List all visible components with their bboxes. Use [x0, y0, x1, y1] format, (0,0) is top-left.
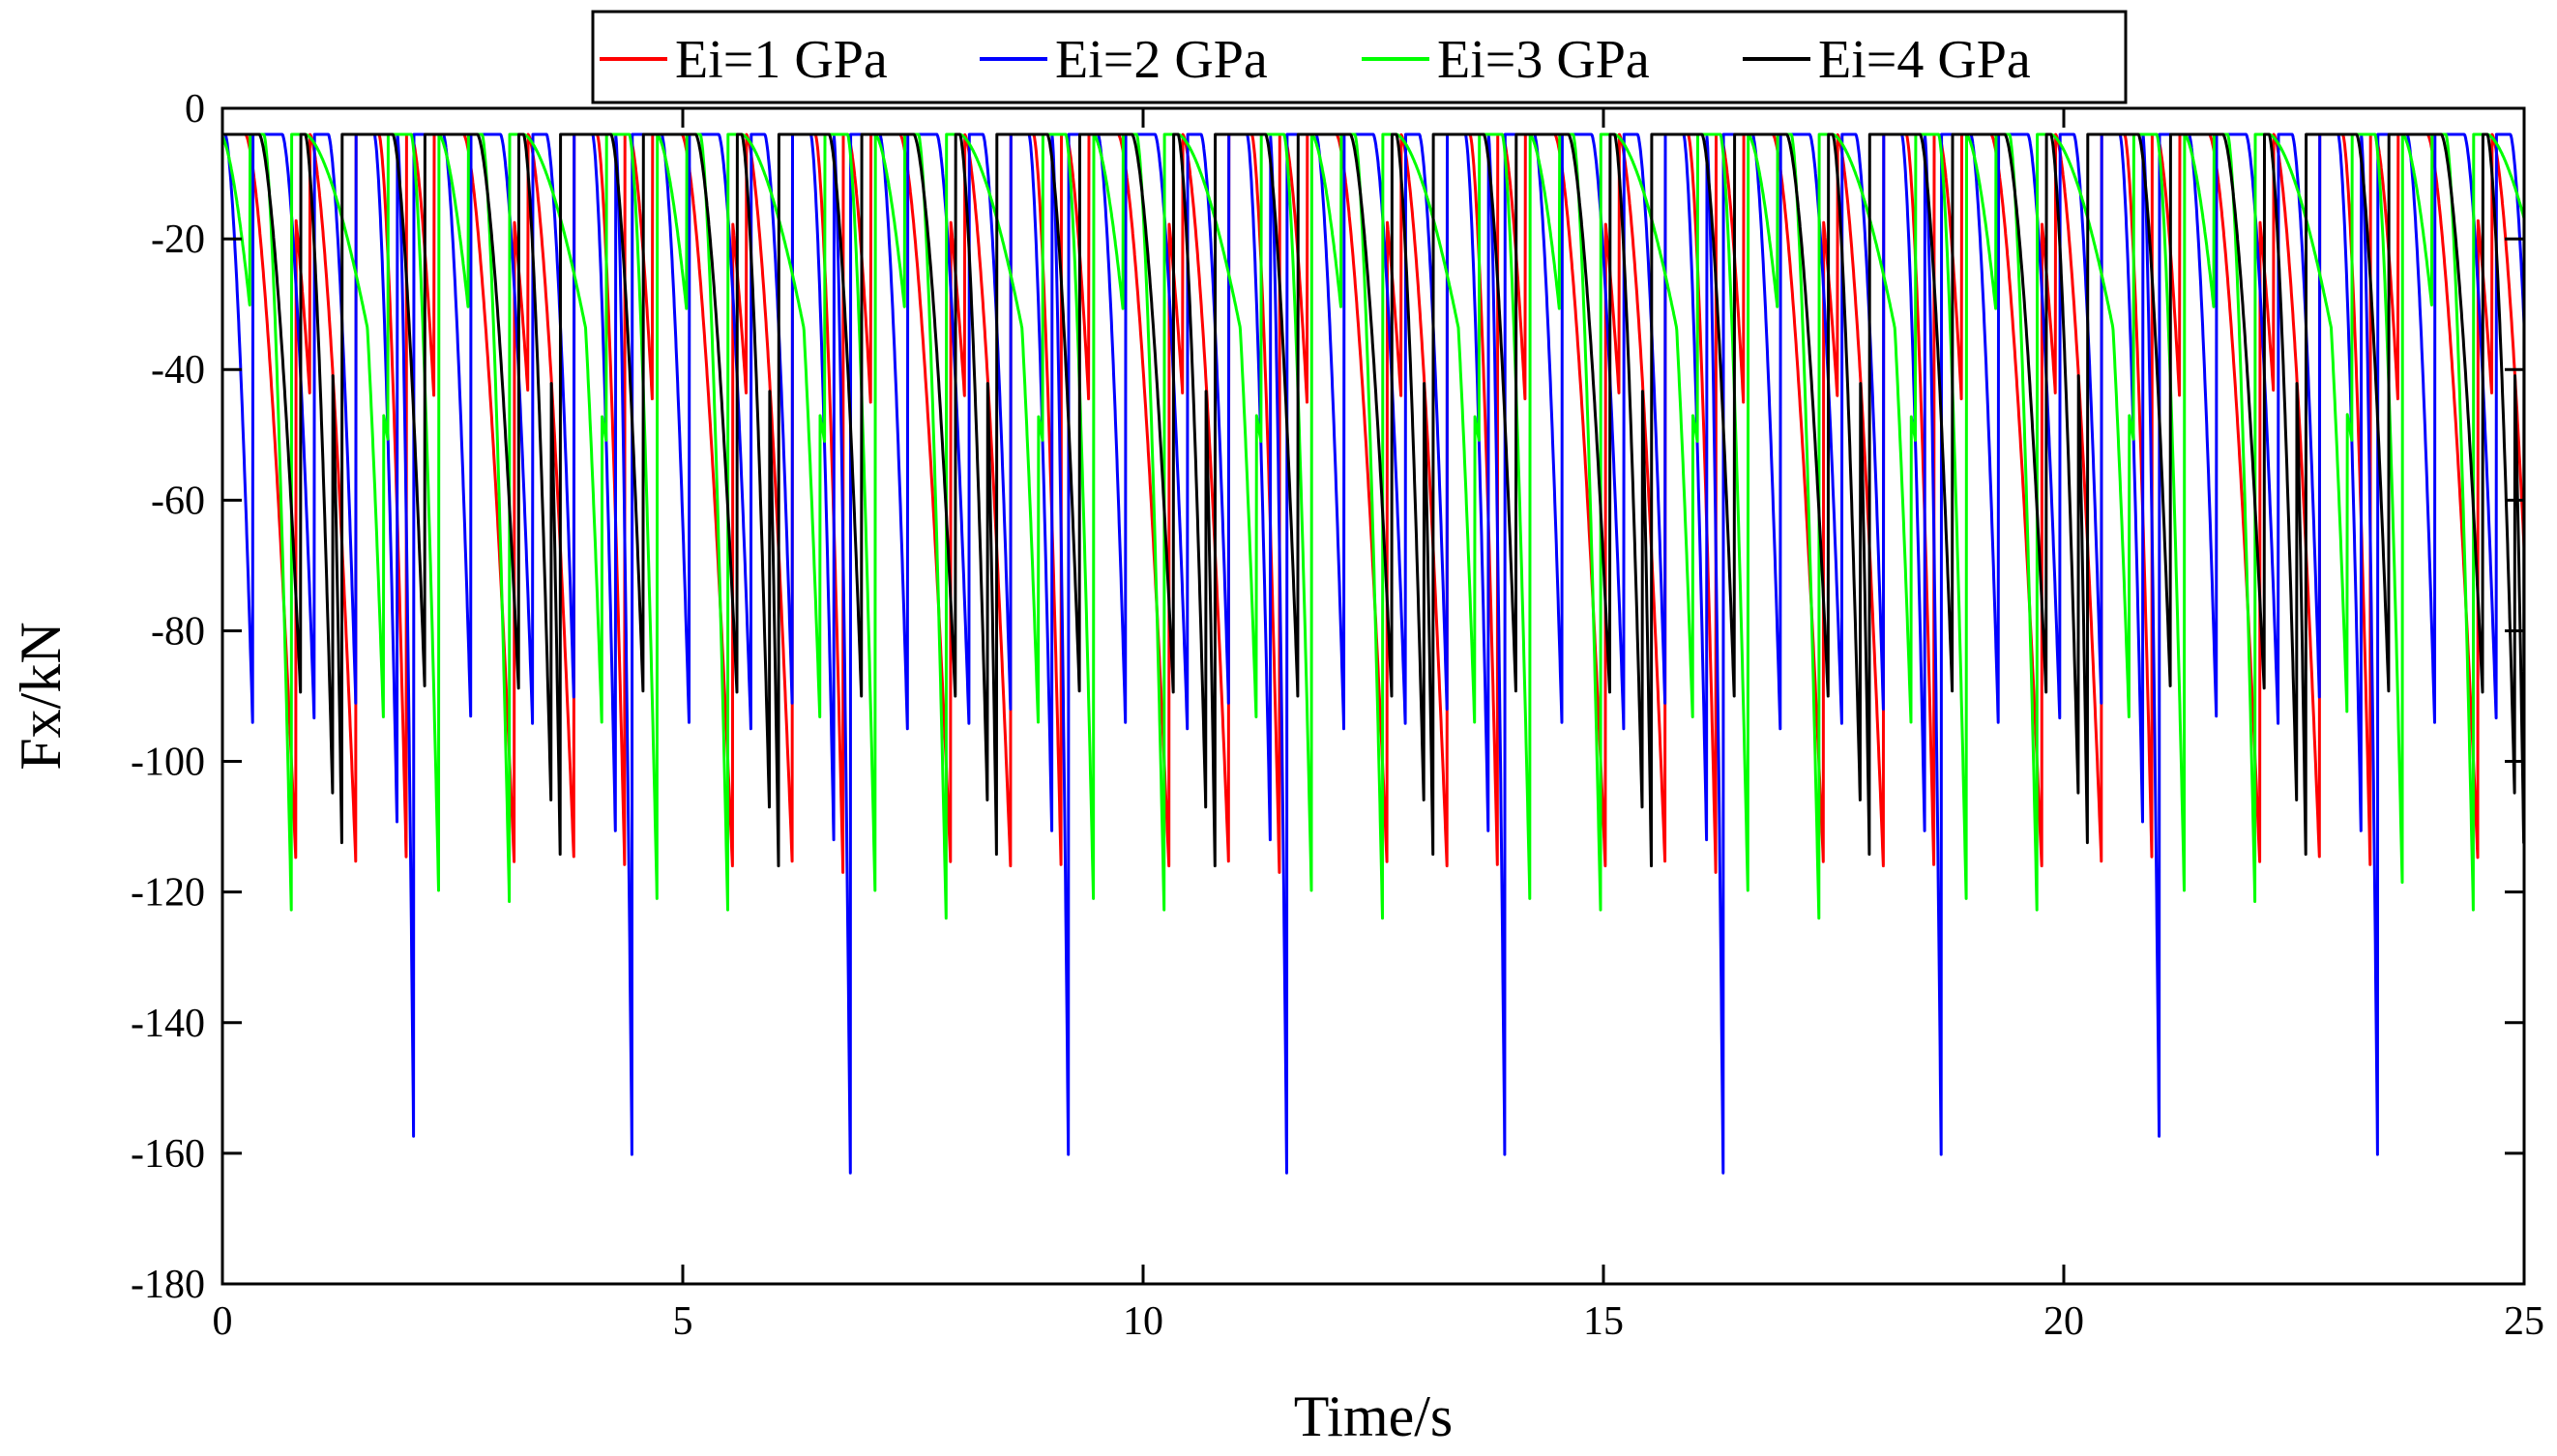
y-tick-label: 0 — [185, 87, 205, 131]
x-tick-label: 5 — [673, 1299, 693, 1344]
x-tick-label: 20 — [2043, 1299, 2084, 1344]
legend-label-1: Ei=1 GPa — [675, 30, 888, 90]
series-group — [222, 132, 2524, 1175]
legend-label-3: Ei=3 GPa — [1437, 30, 1650, 90]
x-tick-label: 0 — [213, 1299, 233, 1344]
y-tick-label: -140 — [131, 1002, 205, 1046]
y-tick-label: -180 — [131, 1263, 205, 1307]
series-line-4 — [222, 132, 2524, 868]
y-tick-label: -20 — [151, 218, 205, 262]
legend-label-2: Ei=2 GPa — [1055, 30, 1268, 90]
x-tick-label: 10 — [1123, 1299, 1163, 1344]
axes-frame — [220, 106, 2526, 1286]
x-axis-label: Time/s — [1294, 1384, 1454, 1448]
series-line-3 — [222, 132, 2524, 920]
y-tick-label: -60 — [151, 479, 205, 523]
x-tick-label: 15 — [1583, 1299, 1624, 1344]
axes-group: 0 5 10 15 20 25 0 -20 -40 -60 -80 -100 -120 -140 -160 -… — [131, 87, 2544, 1344]
x-tick-label: 25 — [2504, 1299, 2544, 1344]
y-tick-label: -80 — [151, 609, 205, 654]
y-tick-label: -160 — [131, 1132, 205, 1177]
y-tick-label: -120 — [131, 871, 205, 916]
y-axis-label: Fx/kN — [9, 622, 73, 770]
legend-label-4: Ei=4 GPa — [1818, 30, 2031, 90]
legend-box — [591, 10, 2128, 104]
legend: Ei=1 GPa Ei=2 GPa Ei=3 GPa Ei=4 GPa — [591, 10, 2128, 104]
y-tick-label: -100 — [131, 741, 205, 785]
y-tick-label: -40 — [151, 348, 205, 393]
